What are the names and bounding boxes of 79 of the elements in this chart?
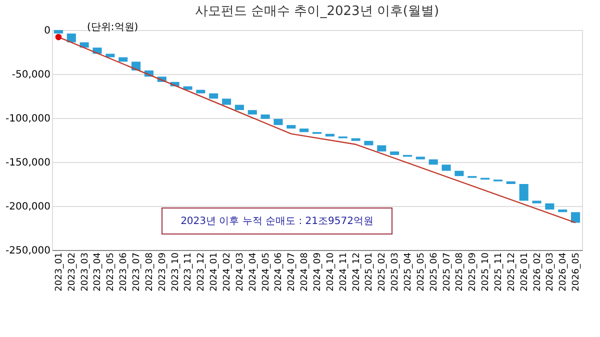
bar [274, 118, 283, 126]
x-tick-label: 2023_03 [80, 252, 90, 292]
bar [519, 184, 528, 201]
bar [364, 140, 374, 146]
x-tick-label: 2025_05 [416, 252, 426, 292]
bar [454, 170, 464, 176]
annotation: (단위:억원) [87, 22, 138, 33]
x-tick-label: 2024_06 [274, 252, 284, 292]
x-tick-label: 2023_06 [119, 252, 130, 292]
x-tick-label: 2024_12 [352, 252, 362, 292]
x-tick-label: 2025_10 [481, 252, 492, 292]
bar [286, 125, 296, 129]
y-tick-label: -250,000 [6, 246, 50, 256]
y-tick-label: 0 [44, 26, 50, 36]
x-tick-label: 2023_11 [184, 252, 194, 292]
x-tick-label: 2025_03 [390, 252, 401, 292]
annotation: 2023년 이후 누적 순매도 : 21조9572억원 [180, 216, 374, 227]
x-tick-label: 2023_08 [144, 252, 155, 292]
bar [416, 156, 425, 160]
x-tick-label: 2024_05 [261, 252, 272, 292]
x-tick-label: 2024_08 [300, 252, 310, 292]
x-tick-label: 2023_07 [132, 252, 142, 292]
x-tick-label: 2026_03 [546, 252, 556, 292]
x-tick-label: 2025_11 [494, 252, 504, 292]
x-tick-label: 2025_06 [429, 252, 440, 292]
x-tick-label: 2023_05 [106, 252, 116, 292]
y-tick-label: -50,000 [12, 70, 50, 80]
bar [234, 104, 244, 110]
bar [106, 54, 115, 58]
x-tick-label: 2024_04 [248, 252, 258, 292]
x-tick-label: 2024_02 [222, 252, 233, 292]
x-tick-label: 2023_09 [158, 252, 168, 292]
x-tick-label: 2026_02 [532, 252, 543, 292]
y-tick-label: -150,000 [6, 158, 50, 168]
bar [260, 114, 270, 119]
x-tick-label: 2025_08 [455, 252, 466, 292]
x-tick-label: 2024_11 [338, 252, 349, 292]
chart-title: 사모펀드 순매수 추이_2023년 이후(월별) [194, 4, 440, 19]
x-tick-label: 2024_03 [235, 252, 246, 292]
bar [506, 181, 516, 184]
bar [351, 138, 360, 141]
bar [118, 57, 128, 62]
bar [183, 86, 192, 90]
x-tick-label: 2025_01 [364, 252, 375, 292]
x-tick-label: 2023_02 [67, 252, 78, 292]
x-tick-label: 2026_04 [558, 252, 569, 292]
x-tick-label: 2024_09 [313, 252, 323, 292]
bar [390, 151, 400, 155]
bar [196, 90, 206, 94]
x-tick-label: 2025_07 [442, 252, 452, 292]
x-tick-label: 2026_01 [520, 252, 530, 292]
x-tick-label: 2025_09 [468, 252, 478, 292]
x-tick-label: 2026_05 [572, 252, 582, 292]
bar [66, 34, 76, 42]
x-tick-label: 2025_02 [378, 252, 388, 292]
bar [300, 128, 309, 132]
x-tick-label: 2024_01 [210, 252, 220, 292]
bar [545, 203, 554, 210]
bar [222, 98, 232, 105]
y-tick-label: -100,000 [6, 114, 50, 124]
y-tick-label: -200,000 [6, 202, 50, 212]
bar [377, 145, 386, 152]
x-tick-label: 2023_04 [93, 252, 104, 292]
bar [209, 93, 218, 99]
x-tick-label: 2023_10 [170, 252, 181, 292]
bar [571, 212, 580, 223]
x-tick-label: 2023_12 [196, 252, 207, 292]
x-tick-label: 2023_01 [54, 252, 64, 292]
bar [54, 30, 63, 34]
bar [558, 210, 568, 212]
x-tick-label: 2025_12 [506, 252, 517, 292]
x-tick-label: 2025_04 [403, 252, 414, 292]
bar [442, 164, 451, 171]
bar [248, 110, 257, 114]
bar [532, 200, 542, 204]
bar [325, 134, 334, 136]
x-tick-label: 2024_07 [287, 252, 298, 292]
bar [428, 159, 438, 165]
x-tick-label: 2024_10 [326, 252, 336, 292]
